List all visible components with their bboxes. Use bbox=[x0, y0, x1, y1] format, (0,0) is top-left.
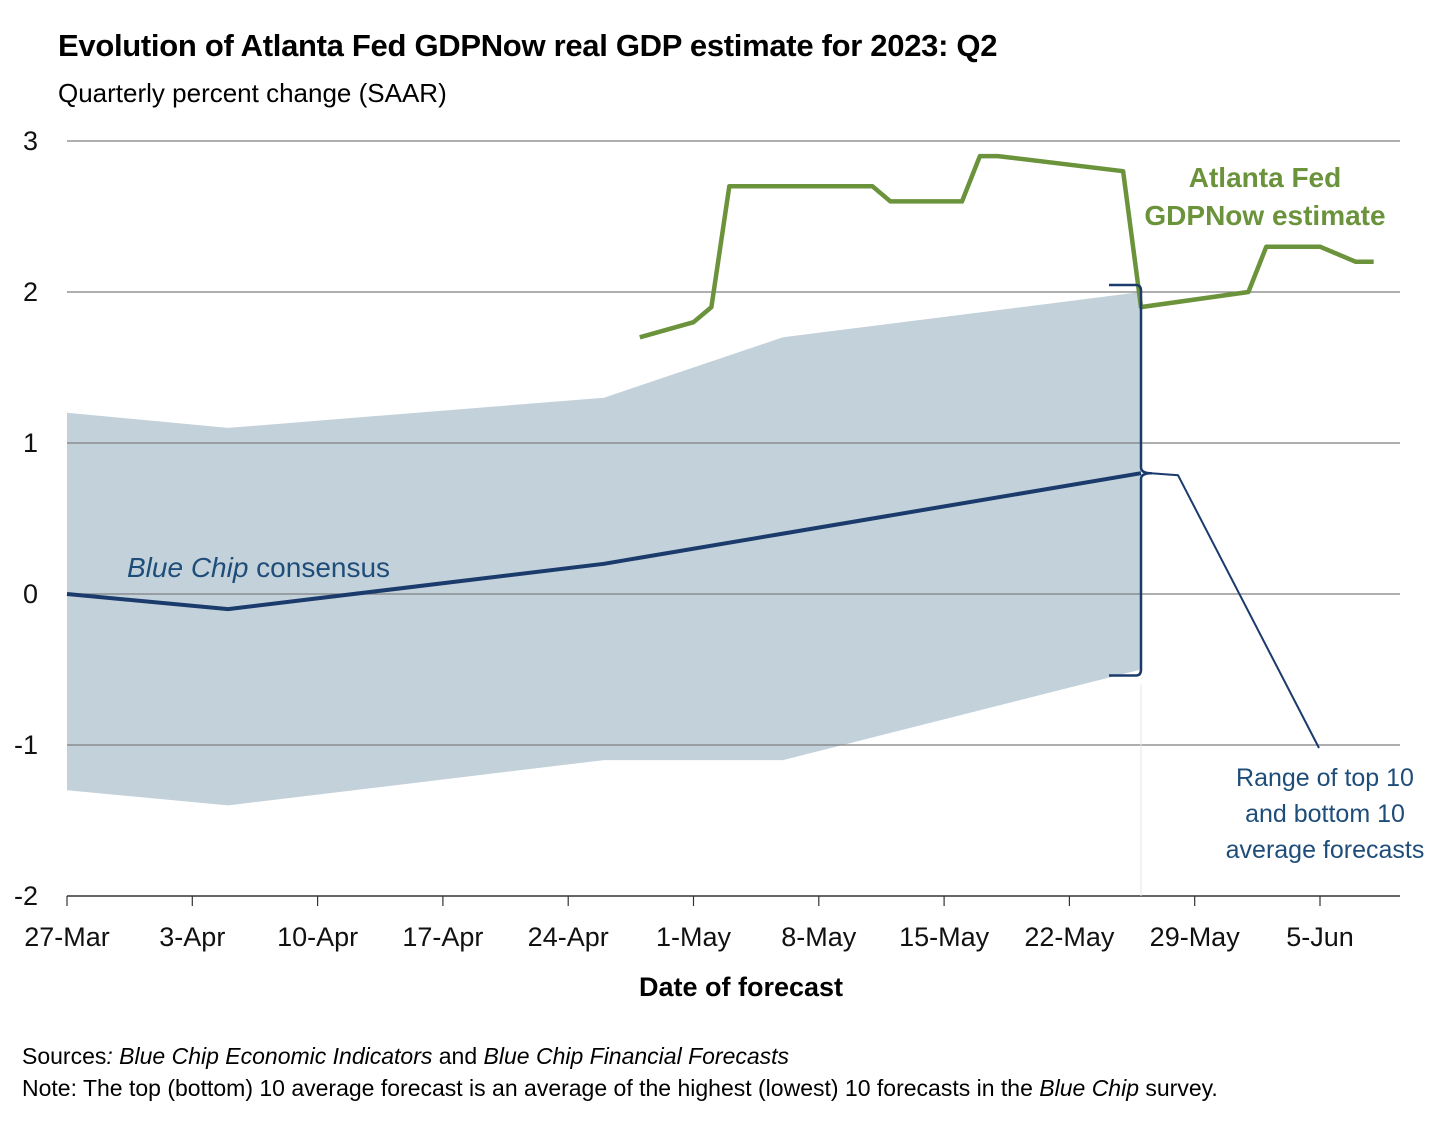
gdpnow-chart: -2 -1 0 1 2 3 27-Mar 3-Apr 10-Apr 17-Apr 24-Apr 1-M… bbox=[14, 126, 1425, 1002]
range-label-line-3: average forecasts bbox=[1226, 836, 1425, 864]
x-tick-label: 1-May bbox=[656, 922, 732, 952]
chart-subtitle: Quarterly percent change (SAAR) bbox=[58, 78, 447, 108]
range-label-line-1: Range of top 10 bbox=[1236, 764, 1414, 792]
sources-and: and bbox=[432, 1043, 484, 1069]
note-text-1: The top (bottom) 10 average forecast is … bbox=[76, 1075, 1040, 1101]
range-label-line-2: and bottom 10 bbox=[1245, 800, 1405, 828]
x-tick-label: 8-May bbox=[781, 922, 857, 952]
y-tick-label: 0 bbox=[23, 579, 38, 609]
sources-text-2: Blue Chip Financial Forecasts bbox=[483, 1043, 790, 1069]
y-tick-label: -2 bbox=[14, 881, 38, 911]
range-leader-line bbox=[1150, 472, 1320, 749]
chart-notes: Sources: Blue Chip Economic Indicators a… bbox=[22, 1040, 1218, 1104]
note-line: Note: The top (bottom) 10 average foreca… bbox=[22, 1072, 1218, 1104]
consensus-label: Blue Chip consensus bbox=[127, 552, 390, 583]
consensus-label-italic: Blue Chip bbox=[127, 552, 248, 583]
note-text-2: survey. bbox=[1139, 1075, 1218, 1101]
x-tick-label: 5-Jun bbox=[1286, 922, 1354, 952]
consensus-line bbox=[66, 471, 1142, 612]
note-italic: Blue Chip bbox=[1039, 1075, 1139, 1101]
x-tick-label: 17-Apr bbox=[402, 922, 483, 952]
gdpnow-label-line-2: GDPNow estimate bbox=[1144, 200, 1385, 231]
sources-label: Sources bbox=[22, 1043, 107, 1069]
x-tick-label: 22-May bbox=[1024, 922, 1115, 952]
sources-text-1: : Blue Chip Economic Indicators bbox=[106, 1043, 433, 1069]
x-axis-title: Date of forecast bbox=[639, 972, 843, 1002]
gdpnow-label-line-1: Atlanta Fed bbox=[1189, 162, 1341, 193]
consensus-label-rest: consensus bbox=[248, 552, 390, 583]
sources-line: Sources: Blue Chip Economic Indicators a… bbox=[22, 1040, 1218, 1072]
x-tick-label: 3-Apr bbox=[159, 922, 225, 952]
y-tick-label: 3 bbox=[23, 126, 38, 156]
x-tick-label: 27-Mar bbox=[24, 922, 110, 952]
y-tick-label: 1 bbox=[23, 428, 38, 458]
note-label: Note: bbox=[22, 1075, 77, 1101]
gdpnow-line bbox=[639, 153, 1374, 340]
x-tick-label: 24-Apr bbox=[528, 922, 609, 952]
x-tick-label: 10-Apr bbox=[277, 922, 358, 952]
x-tick-label: 15-May bbox=[899, 922, 990, 952]
y-tick-label: -1 bbox=[14, 730, 38, 760]
forecast-range-band bbox=[67, 292, 1141, 806]
x-tick-label: 29-May bbox=[1150, 922, 1241, 952]
y-tick-label: 2 bbox=[23, 277, 38, 307]
chart-title: Evolution of Atlanta Fed GDPNow real GDP… bbox=[58, 28, 998, 63]
